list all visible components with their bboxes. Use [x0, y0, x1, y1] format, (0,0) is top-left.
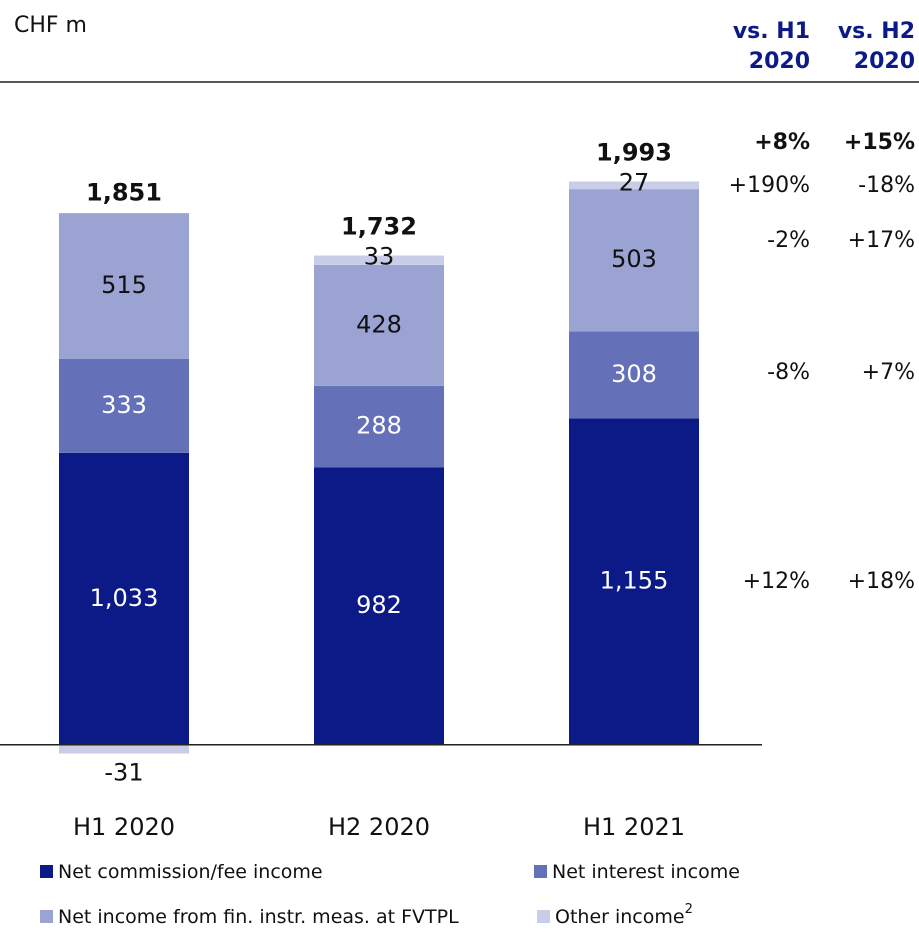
comparison-header: 2020 [749, 49, 810, 74]
legend-name: Net commission/fee income [58, 861, 323, 883]
legend-name: Net income from fin. instr. meas. at FVT… [58, 906, 459, 928]
bar-segment [59, 213, 189, 359]
value-label: 428 [356, 310, 402, 338]
comparison-value: -18% [858, 173, 915, 198]
value-label: 27 [619, 169, 650, 197]
legend-label: Net commission/fee income [58, 861, 323, 883]
comparison-total: +15% [844, 130, 915, 155]
comparison-value: -2% [767, 228, 810, 253]
comparison-header: vs. H2 [838, 19, 915, 44]
comparison-value: +17% [848, 228, 915, 253]
comparison-header: 2020 [854, 49, 915, 74]
x-tick-label: H1 2021 [583, 813, 685, 841]
bar-segment [569, 331, 699, 419]
comparison-value: +190% [729, 173, 810, 198]
unit-label: CHF m [14, 13, 87, 38]
bar-segment [569, 181, 699, 190]
value-label: 308 [611, 360, 657, 388]
bar-segment [314, 264, 444, 386]
comparison-value: +12% [743, 569, 810, 594]
bar-segment [569, 418, 699, 745]
total-label: 1,851 [86, 179, 162, 207]
comparison-value: -8% [767, 360, 810, 385]
comparison-header: vs. H1 [733, 19, 810, 44]
x-tick-label: H2 2020 [328, 813, 430, 841]
legend-name: Net interest income [552, 861, 740, 883]
value-label: 1,033 [90, 584, 159, 612]
value-label: 503 [611, 245, 657, 273]
bar-segment [314, 385, 444, 468]
bar-segment [314, 255, 444, 265]
total-label: 1,993 [596, 139, 672, 167]
bar-segment [314, 467, 444, 745]
value-label: 333 [101, 391, 147, 419]
value-label: 288 [356, 412, 402, 440]
comparison-total: +8% [754, 130, 810, 155]
legend-swatch [40, 865, 53, 878]
value-label: -31 [104, 759, 143, 787]
legend-swatch [537, 910, 550, 923]
bar-segment [59, 744, 189, 754]
comparison-value: +18% [848, 569, 915, 594]
legend-footnote: 2 [685, 902, 693, 917]
total-label: 1,732 [341, 212, 417, 240]
value-label: 982 [356, 591, 402, 619]
legend-swatch [40, 910, 53, 923]
value-label: 515 [101, 271, 147, 299]
value-label: 1,155 [600, 567, 669, 595]
x-tick-label: H1 2020 [73, 813, 175, 841]
legend-label: Other income2 [555, 902, 693, 928]
legend-label: Net income from fin. instr. meas. at FVT… [58, 906, 459, 928]
bar-segment [569, 189, 699, 332]
value-label: 33 [364, 243, 395, 271]
legend-name: Other income [555, 906, 685, 928]
comparison-value: +7% [862, 360, 915, 385]
bar-segment [59, 358, 189, 453]
legend-swatch [534, 865, 547, 878]
legend-label: Net interest income [552, 861, 740, 883]
bar-segment [59, 452, 189, 745]
